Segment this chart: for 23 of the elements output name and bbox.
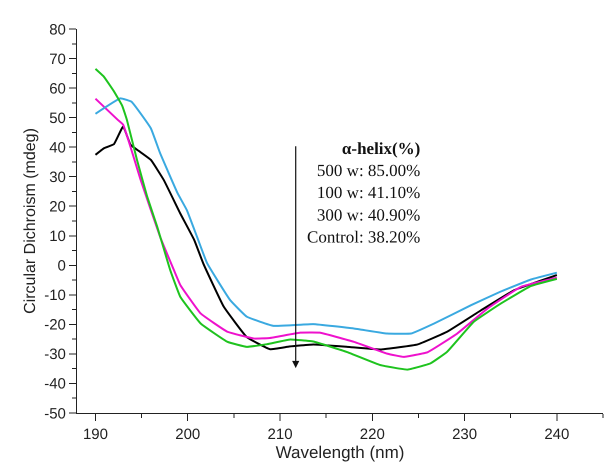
y-tick-label: 30 <box>49 168 66 186</box>
y-tick-label: -20 <box>44 316 66 334</box>
y-tick-label: 40 <box>49 139 66 156</box>
y-tick-label: -50 <box>44 405 66 422</box>
x-tick-label: 210 <box>268 426 293 444</box>
annotation: α-helix(%) 500 w: 85.00% 100 w: 41.10% 300 w: 40.90% Control: 38.20% <box>307 139 420 246</box>
x-tick-label: 220 <box>360 426 385 444</box>
y-tick-label: 50 <box>49 110 66 127</box>
y-tick-label: -30 <box>44 346 66 364</box>
y-tick-label: 10 <box>49 228 66 246</box>
y-tick-label: 70 <box>49 50 66 68</box>
x-tick-label: 200 <box>175 426 200 444</box>
x-tick-label: 240 <box>544 426 570 444</box>
x-tick-label: 190 <box>82 426 108 444</box>
y-tick-label: -40 <box>44 376 66 393</box>
y-tick-label: 0 <box>58 258 66 275</box>
y-tick-label: 20 <box>49 198 66 216</box>
x-axis-title: Wavelength (nm) <box>276 443 404 462</box>
y-tick-label: -10 <box>44 287 66 304</box>
y-tick-label: 60 <box>49 80 66 98</box>
y-axis-title: Circular Dichroism (mdeg) <box>22 128 40 314</box>
y-tick-label: 80 <box>49 21 66 38</box>
x-tick-label: 230 <box>452 426 478 444</box>
